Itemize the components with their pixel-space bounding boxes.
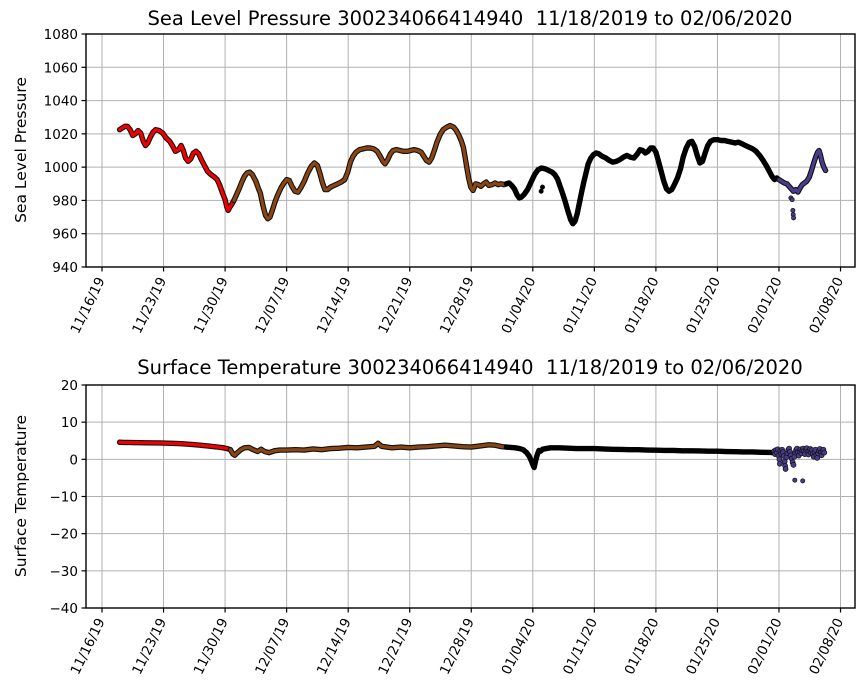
x-tick-label: 12/07/19 [252, 275, 293, 337]
x-tick-label: 02/08/20 [806, 616, 847, 678]
sea-level-pressure-plot: 11/16/19 11/23/19 11/30/19 12/07/19 12/14/19… [44, 27, 856, 337]
x-tick-label: 12/28/19 [437, 275, 478, 337]
x-tick-label: 01/18/20 [622, 275, 663, 337]
series-february-2020-dot [790, 462, 797, 468]
x-tick-label: 12/07/19 [252, 616, 293, 678]
x-tick-label: 01/04/20 [498, 275, 539, 337]
series-february-2020-outlier-dot [791, 215, 797, 221]
series-november-2019 [117, 440, 232, 452]
series-february-2020-outlier-dot [792, 477, 798, 483]
x-tick-label: 01/18/20 [622, 616, 663, 678]
plot-frame [85, 33, 856, 268]
series-february-2020-outlier-dot [790, 207, 796, 213]
series-january-2020-outlier-dot [540, 184, 545, 190]
y-tick-label: 0 [69, 452, 78, 468]
series-january-2020-outlier-dot [538, 188, 544, 194]
y-tick-label: 1020 [44, 127, 78, 143]
y-tick-label: 960 [52, 227, 78, 243]
series-november-2019 [117, 124, 236, 213]
series-january-2020 [504, 138, 781, 226]
x-tick-label: 12/21/19 [375, 616, 416, 678]
x-tick-label: 01/11/20 [560, 275, 601, 337]
y-tick-label: 940 [52, 260, 78, 276]
y-tick-label: 1080 [44, 27, 78, 43]
series-february-2020 [777, 148, 828, 194]
series-december-2019 [232, 123, 509, 221]
y-tick-label: 1040 [44, 94, 78, 110]
x-tick-label: 11/16/19 [68, 275, 109, 337]
series-february-2020-outlier-dot [789, 197, 795, 203]
x-tick-label: 01/25/20 [683, 275, 724, 337]
x-tick-label: 01/25/20 [683, 616, 724, 678]
x-tick-label: 12/28/19 [437, 616, 478, 678]
y-tick-label: 20 [61, 378, 78, 394]
pressure-chart-title: Sea Level Pressure 300234066414940 11/18… [147, 7, 793, 30]
y-tick-label: 1000 [44, 160, 78, 176]
series-february-2020-dot [782, 466, 789, 472]
y-tick-label: 1060 [44, 60, 78, 76]
y-tick-label: −10 [50, 490, 79, 506]
series-november-2019-edge [116, 123, 237, 214]
y-tick-label: −40 [50, 601, 79, 617]
y-tick-label: 980 [52, 193, 78, 209]
y-tick-label: −20 [50, 527, 79, 543]
x-tick-label: 11/23/19 [129, 616, 170, 678]
x-tick-label: 11/30/19 [191, 616, 232, 678]
y-tick-label: 10 [61, 415, 78, 431]
series-february-2020-outlier-dot [800, 478, 806, 484]
x-tick-label: 02/08/20 [806, 275, 847, 337]
x-tick-label: 01/11/20 [560, 616, 601, 678]
surface-temperature-plot: 11/16/19 11/23/19 11/30/19 12/07/19 12/14/19… [50, 378, 856, 677]
temperature-chart-title: Surface Temperature 300234066414940 11/1… [137, 356, 803, 379]
x-tick-label: 02/01/20 [745, 275, 786, 337]
x-tick-label: 11/16/19 [68, 616, 109, 678]
y-tick-label: −30 [50, 564, 79, 580]
x-tick-label: 11/30/19 [191, 275, 232, 337]
x-tick-label: 12/14/19 [314, 275, 355, 337]
series-december-2019-edge [227, 440, 510, 458]
series-january-2020 [504, 445, 775, 470]
series-february-2020-dot [821, 449, 828, 456]
x-tick-label: 12/14/19 [314, 616, 355, 678]
x-tick-label: 11/23/19 [129, 275, 170, 337]
series-december-2019 [228, 441, 509, 457]
series-february-2020-dot [777, 460, 783, 467]
x-tick-label: 01/04/20 [498, 616, 539, 678]
x-tick-label: 12/21/19 [375, 275, 416, 337]
x-tick-label: 02/01/20 [745, 616, 786, 678]
